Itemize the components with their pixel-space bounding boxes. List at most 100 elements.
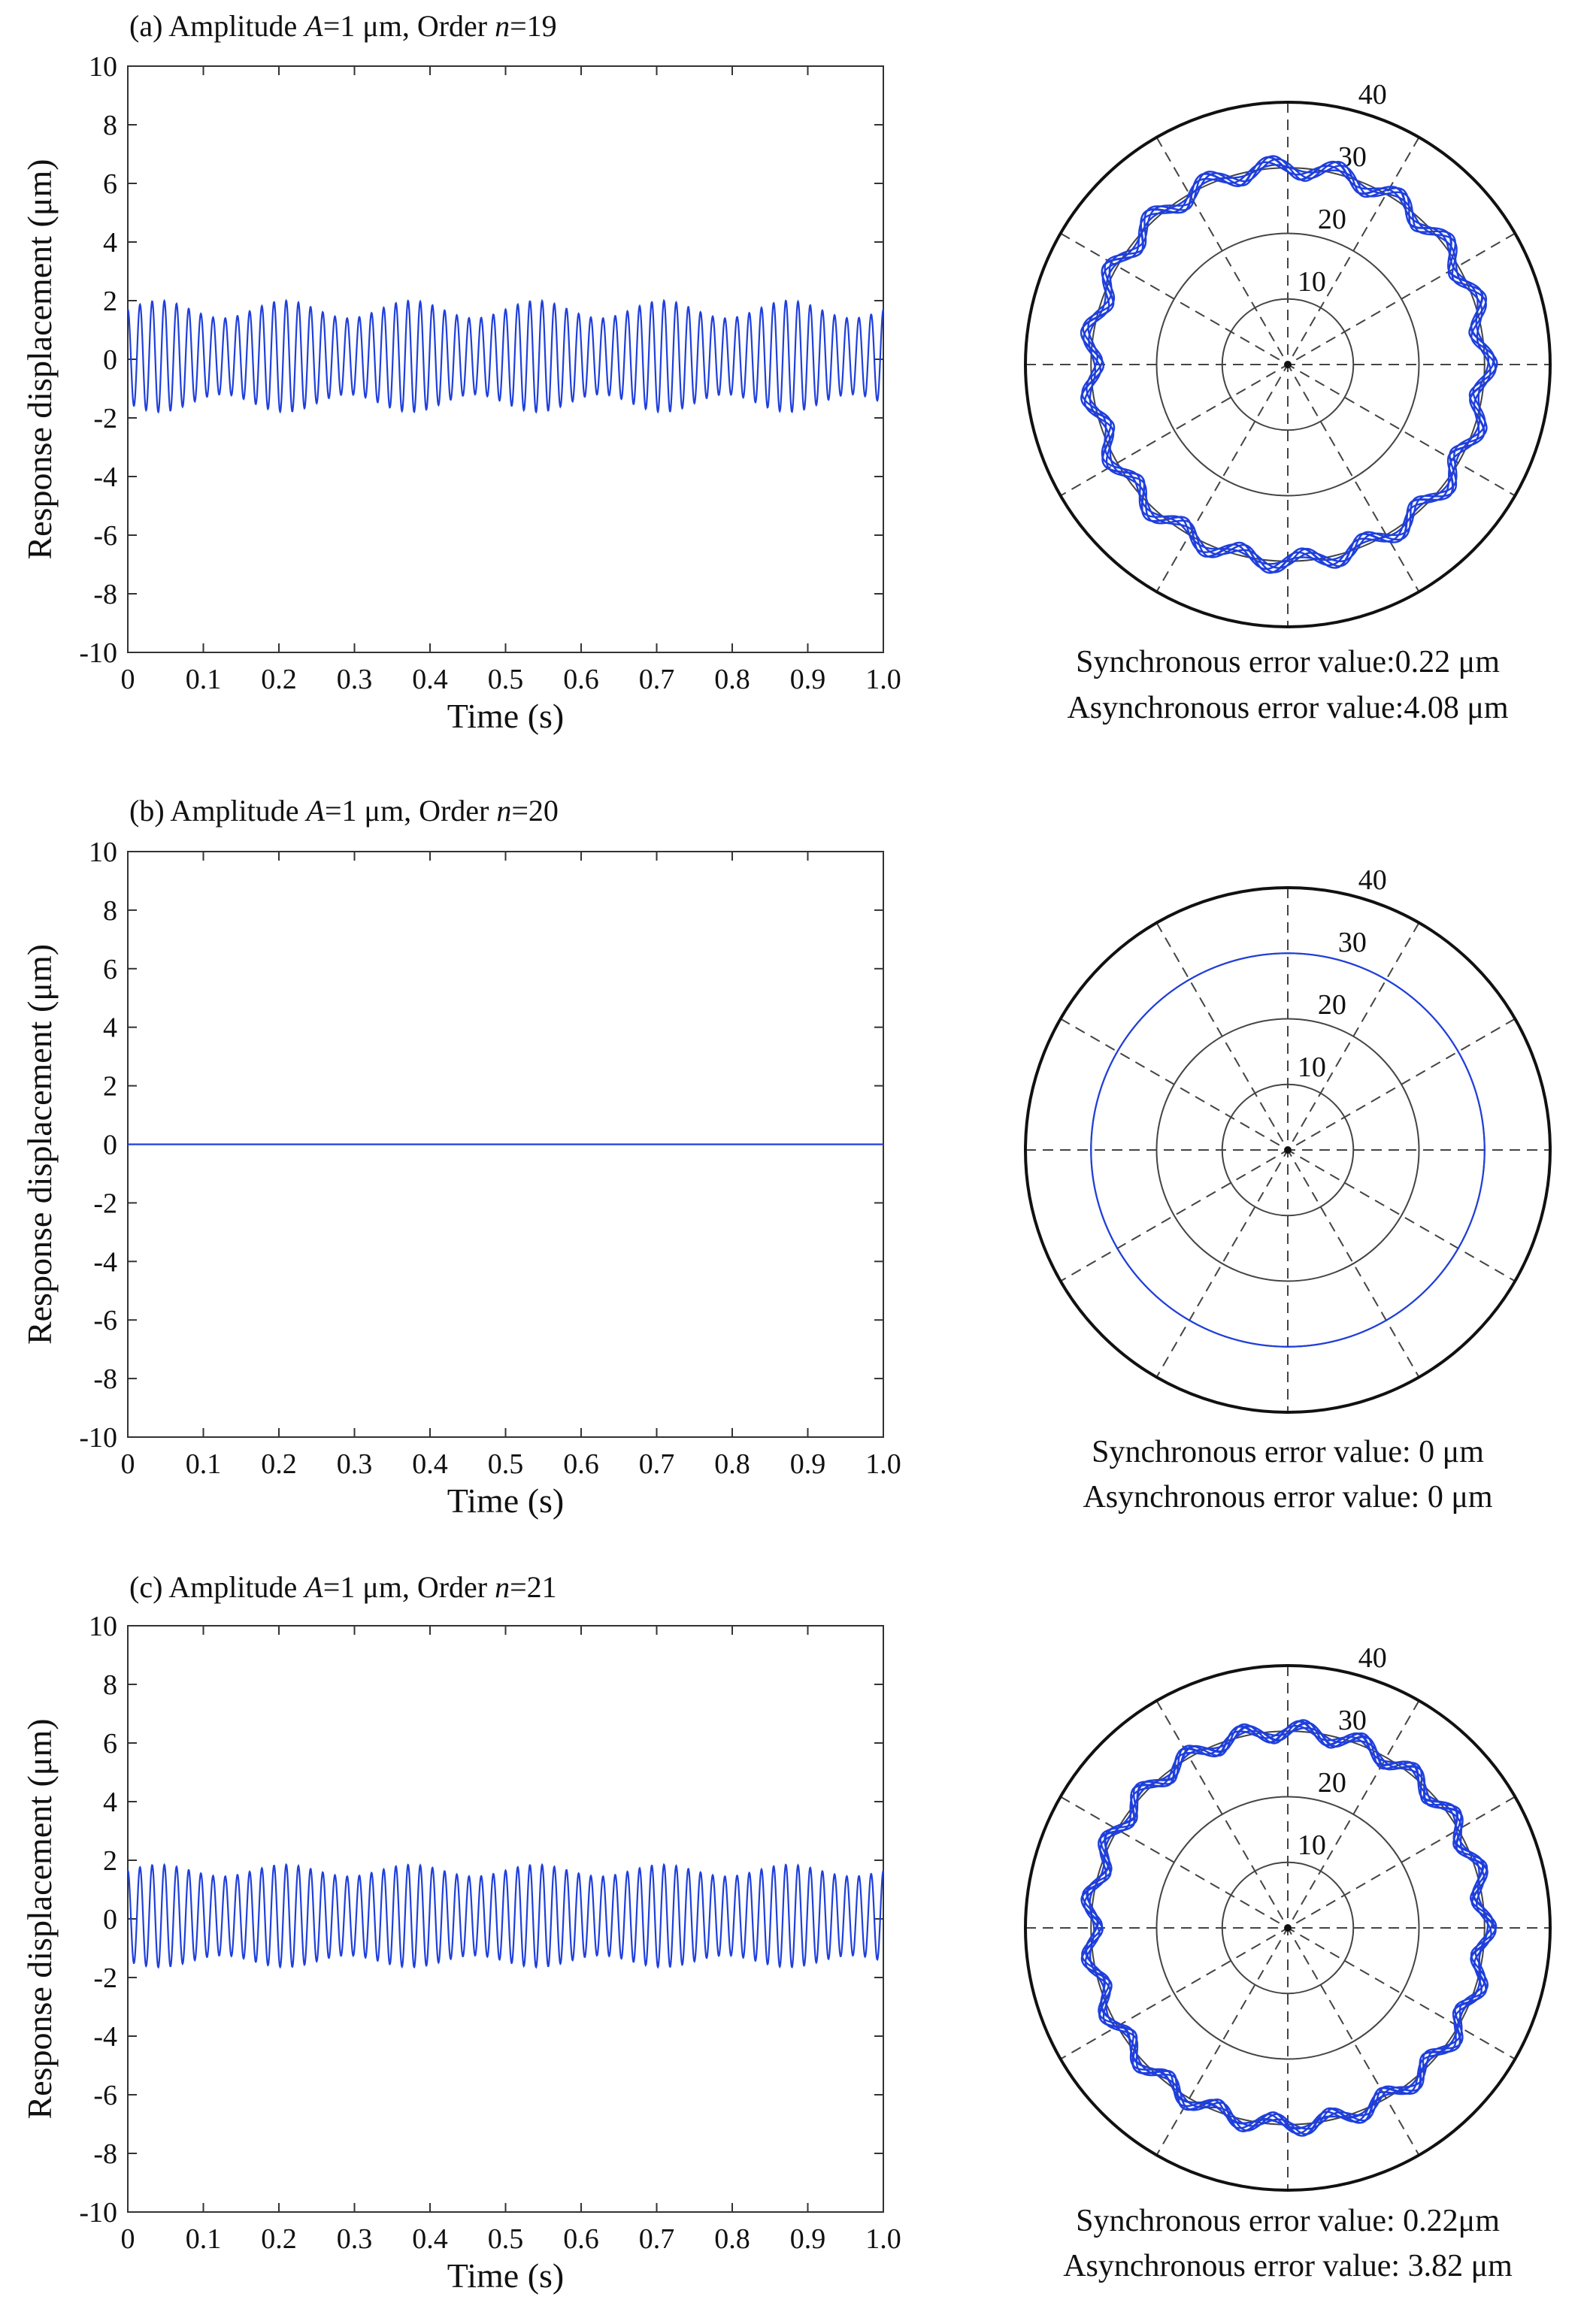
x-tick-label: 0.1 <box>186 664 222 695</box>
y-tick-label: 8 <box>103 1669 117 1701</box>
polar-ring-label: 20 <box>1318 989 1346 1021</box>
y-axis-label: Response displacement (μm) <box>20 159 59 559</box>
y-tick-label: 2 <box>103 1071 117 1103</box>
polar-ring <box>1221 1083 1355 1217</box>
polar-ring-label: 10 <box>1298 1829 1326 1861</box>
y-tick-label: -6 <box>93 2080 117 2111</box>
y-tick-label: -6 <box>93 520 117 552</box>
polar-ring <box>1024 101 1552 628</box>
title-var-a: A <box>304 794 326 828</box>
x-tick-label: 0.1 <box>186 2223 222 2255</box>
response-signal <box>127 1863 885 1969</box>
polar-ring-label: 40 <box>1358 1642 1387 1674</box>
x-tick-label: 0.6 <box>563 1448 599 1480</box>
y-tick-label: -10 <box>79 637 117 669</box>
title-mid: =1 μm, Order <box>323 9 495 43</box>
polar-ring-label: 30 <box>1338 1705 1367 1736</box>
y-tick-label: 2 <box>103 286 117 317</box>
polar-orbit <box>1080 155 1498 574</box>
x-tick-label: 0.5 <box>488 2223 524 2255</box>
y-tick-label: -2 <box>93 1962 117 1994</box>
title-suffix: =20 <box>511 794 559 828</box>
title-prefix: (c) Amplitude <box>129 1570 304 1604</box>
polar-ring <box>1155 1018 1420 1282</box>
panel-title: (a) Amplitude A=1 μm, Order n=19 <box>129 9 557 43</box>
title-var-n: n <box>495 1570 510 1604</box>
polar-ring-label: 20 <box>1318 204 1346 235</box>
title-suffix: =19 <box>510 9 557 43</box>
polar-ring <box>1155 1796 1420 2060</box>
y-tick-label: -10 <box>79 2197 117 2229</box>
x-tick-label: 1.0 <box>865 1448 901 1480</box>
x-tick-label: 0 <box>121 1448 135 1480</box>
title-mid: =1 μm, Order <box>323 1570 495 1604</box>
x-tick-label: 0.7 <box>639 2223 675 2255</box>
title-var-n: n <box>496 794 511 828</box>
x-tick-label: 0.6 <box>563 664 599 695</box>
x-tick-label: 0.2 <box>261 1448 297 1480</box>
polar-orbit <box>1080 1719 1498 2137</box>
panel-title: (b) Amplitude A=1 μm, Order n=20 <box>129 794 559 828</box>
x-tick-label: 1.0 <box>865 2223 901 2255</box>
x-tick-label: 0.3 <box>337 664 373 695</box>
y-tick-label: -8 <box>93 579 117 610</box>
x-axis-label: Time (s) <box>447 1481 565 1520</box>
y-tick-label: 8 <box>103 110 117 141</box>
panel-title: (c) Amplitude A=1 μm, Order n=21 <box>129 1570 557 1604</box>
x-tick-label: 0.1 <box>186 1448 222 1480</box>
y-tick-label: -6 <box>93 1305 117 1336</box>
y-tick-label: -4 <box>93 461 117 493</box>
polar-ring <box>1155 232 1420 497</box>
y-tick-label: -8 <box>93 1363 117 1395</box>
title-suffix: =21 <box>510 1570 557 1604</box>
x-tick-label: 0.8 <box>714 2223 750 2255</box>
polar-ring-label: 30 <box>1338 927 1367 958</box>
x-tick-label: 0.2 <box>261 664 297 695</box>
x-tick-label: 0.3 <box>337 1448 373 1480</box>
polar-center-dot <box>1284 1146 1292 1154</box>
polar-center-dot <box>1284 1924 1292 1932</box>
x-tick-label: 0.5 <box>488 1448 524 1480</box>
y-tick-label: -4 <box>93 2021 117 2053</box>
x-tick-label: 0.6 <box>563 2223 599 2255</box>
y-tick-label: 4 <box>103 1787 117 1818</box>
x-tick-label: 0 <box>121 2223 135 2255</box>
polar-center-dot <box>1284 361 1292 368</box>
polar-ring-label: 40 <box>1358 79 1387 110</box>
polar-plot: 10 20 30 40 <box>1024 864 1552 1414</box>
x-axis-label: Time (s) <box>447 697 565 735</box>
y-tick-label: 0 <box>103 344 117 376</box>
y-tick-label: 4 <box>103 1012 117 1044</box>
x-tick-label: 0.8 <box>714 1448 750 1480</box>
polar-ring <box>1024 886 1552 1414</box>
x-tick-label: 0 <box>121 664 135 695</box>
title-prefix: (b) Amplitude <box>129 794 307 828</box>
y-tick-label: 0 <box>103 1904 117 1935</box>
y-tick-label: 6 <box>103 954 117 985</box>
y-tick-label: 8 <box>103 895 117 927</box>
polar-ring-label: 10 <box>1298 1052 1326 1083</box>
y-tick-label: 0 <box>103 1130 117 1161</box>
x-tick-label: 0.4 <box>412 1448 448 1480</box>
y-tick-label: 2 <box>103 1845 117 1877</box>
async-error-text: Asynchronous error value:4.08 μm <box>1067 691 1508 725</box>
x-tick-label: 0.2 <box>261 2223 297 2255</box>
x-tick-label: 0.9 <box>790 664 826 695</box>
x-tick-label: 0.5 <box>488 664 524 695</box>
panel-c: (c) Amplitude A=1 μm, Order n=211086420-… <box>20 1570 1552 2295</box>
y-tick-label: -8 <box>93 2138 117 2170</box>
y-tick-label: 10 <box>89 837 117 868</box>
panel-b: (b) Amplitude A=1 μm, Order n=201086420-… <box>20 794 1552 1520</box>
y-tick-label: 10 <box>89 1611 117 1642</box>
title-prefix: (a) Amplitude <box>129 9 304 43</box>
x-tick-label: 0.7 <box>639 664 675 695</box>
x-tick-label: 0.7 <box>639 1448 675 1480</box>
title-var-a: A <box>302 9 323 43</box>
sync-error-text: Synchronous error value: 0 μm <box>1092 1435 1484 1469</box>
y-axis-label: Response displacement (μm) <box>20 1718 59 2119</box>
x-tick-label: 0.9 <box>790 1448 826 1480</box>
x-tick-label: 0.9 <box>790 2223 826 2255</box>
polar-ring <box>1221 1861 1355 1995</box>
y-tick-label: 10 <box>89 51 117 83</box>
